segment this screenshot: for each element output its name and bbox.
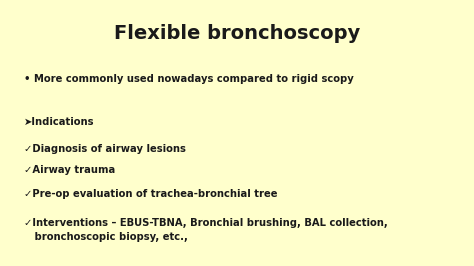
Text: Flexible bronchoscopy: Flexible bronchoscopy bbox=[114, 24, 360, 43]
Text: ➤Indications: ➤Indications bbox=[24, 117, 94, 127]
Text: ✓Interventions – EBUS-TBNA, Bronchial brushing, BAL collection,
   bronchoscopic: ✓Interventions – EBUS-TBNA, Bronchial br… bbox=[24, 218, 387, 242]
Text: ✓Pre-op evaluation of trachea-bronchial tree: ✓Pre-op evaluation of trachea-bronchial … bbox=[24, 189, 277, 199]
Text: ✓Airway trauma: ✓Airway trauma bbox=[24, 165, 115, 175]
Text: ✓Diagnosis of airway lesions: ✓Diagnosis of airway lesions bbox=[24, 144, 186, 154]
Text: • More commonly used nowadays compared to rigid scopy: • More commonly used nowadays compared t… bbox=[24, 74, 354, 85]
